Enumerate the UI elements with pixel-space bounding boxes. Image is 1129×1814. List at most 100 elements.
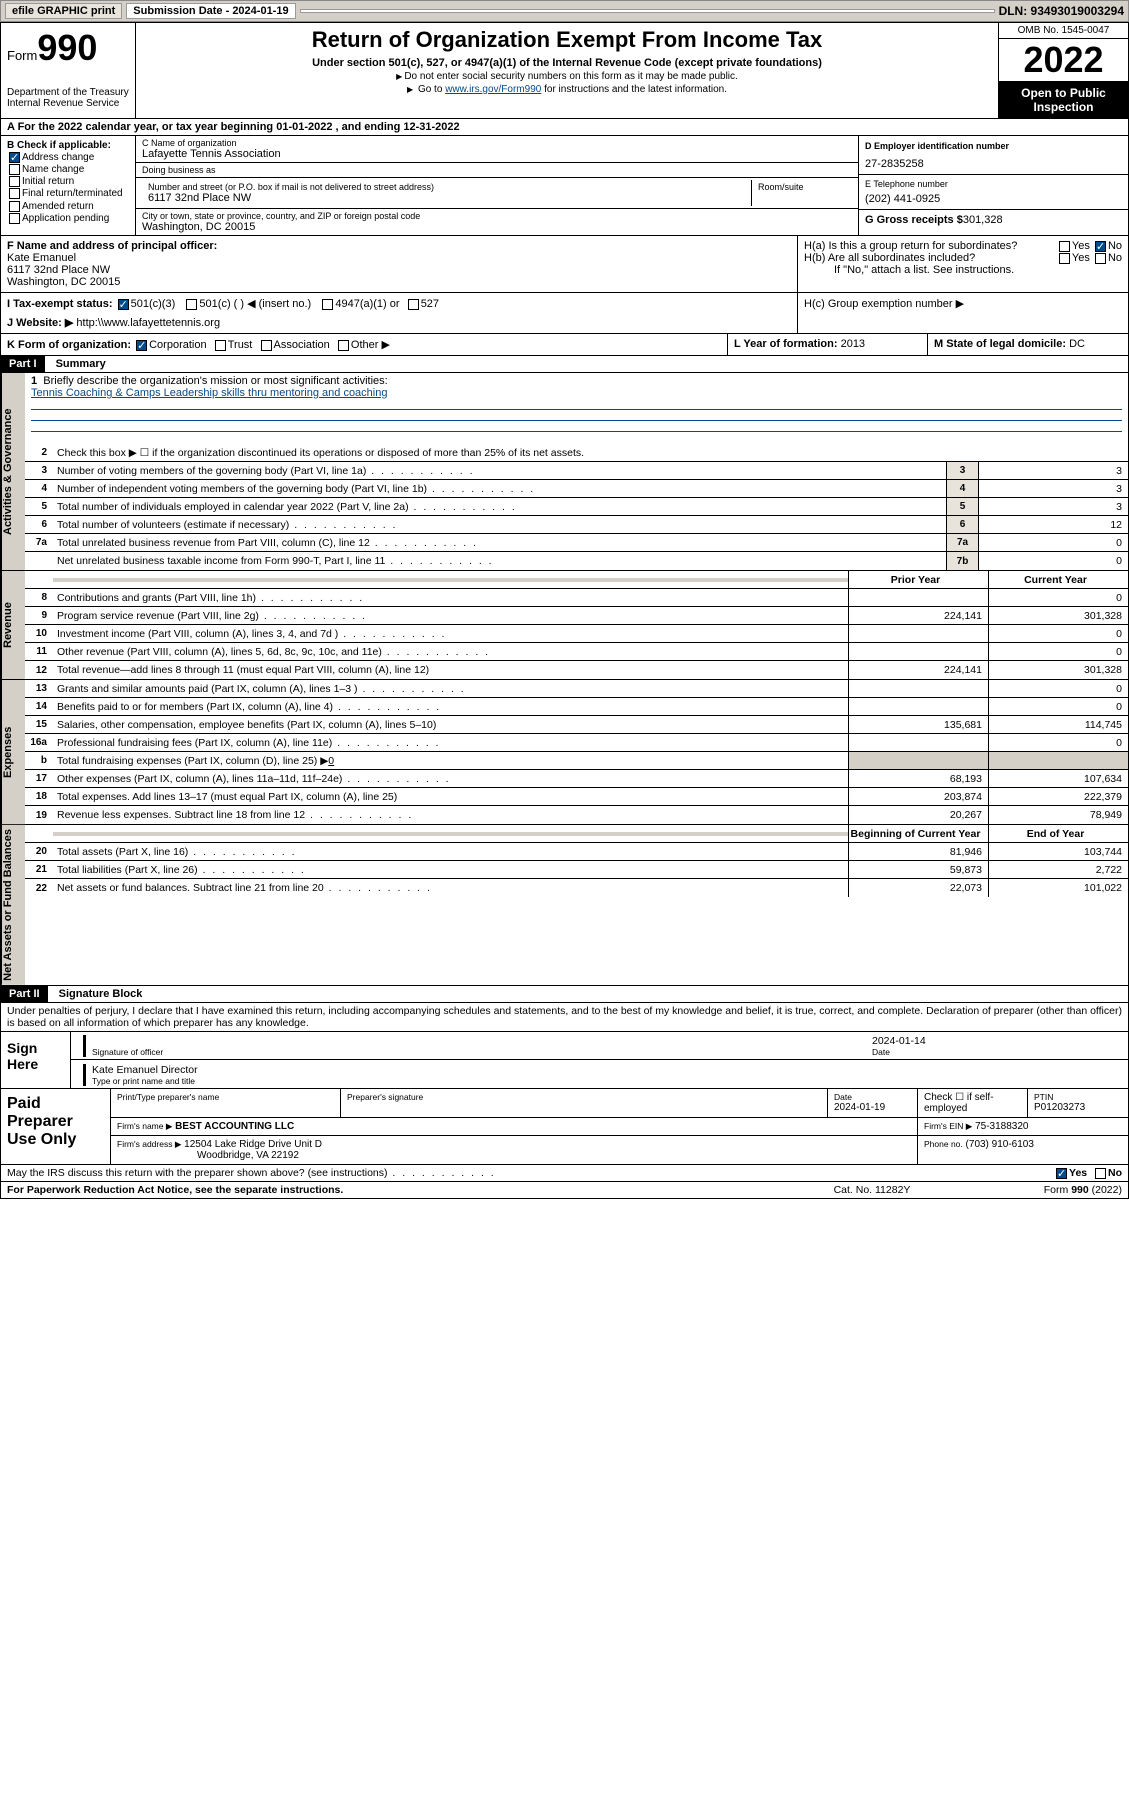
col-begin: Beginning of Current Year — [848, 825, 988, 842]
discuss-line: May the IRS discuss this return with the… — [1, 1165, 1128, 1182]
open-to-public: Open to Public Inspection — [999, 82, 1128, 118]
city-value: Washington, DC 20015 — [142, 221, 852, 233]
ptin-label: PTIN — [1034, 1092, 1122, 1102]
sig-date: 2024-01-14 — [872, 1035, 1122, 1047]
dept-treasury: Department of the Treasury — [7, 87, 129, 98]
form-ref: Form 990 (2022) — [972, 1184, 1122, 1196]
form-number: Form990 — [7, 27, 129, 69]
dba-label: Doing business as — [142, 165, 852, 175]
c15: 114,745 — [988, 716, 1128, 733]
chk-final-return[interactable]: Final return/terminated — [7, 188, 129, 199]
c16a: 0 — [988, 734, 1128, 751]
ein-label: D Employer identification number — [865, 141, 1009, 151]
val-3: 3 — [978, 462, 1128, 479]
paid-preparer-label: Paid Preparer Use Only — [1, 1089, 111, 1164]
ha-line: H(a) Is this a group return for subordin… — [804, 240, 1122, 252]
addr-label: Number and street (or P.O. box if mail i… — [148, 182, 745, 192]
org-name: Lafayette Tennis Association — [142, 148, 852, 160]
line-20: Total assets (Part X, line 16) — [53, 844, 848, 860]
chk-initial-return[interactable]: Initial return — [7, 176, 129, 187]
sig-officer-label: Signature of officer — [92, 1047, 872, 1057]
line-14: Benefits paid to or for members (Part IX… — [53, 699, 848, 715]
ssn-note: Do not enter social security numbers on … — [142, 71, 992, 82]
hc-line: H(c) Group exemption number ▶ — [804, 297, 1122, 310]
submission-date-box: Submission Date - 2024-01-19 — [126, 3, 295, 19]
line-21: Total liabilities (Part X, line 26) — [53, 862, 848, 878]
line-9: Program service revenue (Part VIII, line… — [53, 608, 848, 624]
val-7a: 0 — [978, 534, 1128, 551]
c18: 222,379 — [988, 788, 1128, 805]
chk-address-change[interactable]: Address change — [7, 152, 129, 163]
p18: 203,874 — [848, 788, 988, 805]
chk-amended[interactable]: Amended return — [7, 201, 129, 212]
firm-addr2: Woodbridge, VA 22192 — [117, 1150, 299, 1161]
b20: 81,946 — [848, 843, 988, 860]
m-line: M State of legal domicile: DC — [928, 334, 1128, 355]
efile-print-button[interactable]: efile GRAPHIC print — [5, 3, 122, 19]
b22: 22,073 — [848, 879, 988, 897]
c8: 0 — [988, 589, 1128, 606]
line-12: Total revenue—add lines 8 through 11 (mu… — [53, 662, 848, 678]
tel-value: (202) 441-0925 — [865, 193, 1122, 205]
val-7b: 0 — [978, 552, 1128, 570]
form-header: Form990 Department of the Treasury Inter… — [1, 23, 1128, 119]
ptin-value: P01203273 — [1034, 1102, 1122, 1113]
c14: 0 — [988, 698, 1128, 715]
p17: 68,193 — [848, 770, 988, 787]
line-7b: Net unrelated business taxable income fr… — [53, 553, 946, 569]
line-17: Other expenses (Part IX, column (A), lin… — [53, 771, 848, 787]
k-line: K Form of organization: Corporation Trus… — [1, 334, 728, 355]
part2-bar: Part II — [1, 986, 48, 1002]
line-11: Other revenue (Part VIII, column (A), li… — [53, 644, 848, 660]
p19: 20,267 — [848, 806, 988, 824]
tab-expenses: Expenses — [1, 680, 25, 824]
addr-value: 6117 32nd Place NW — [148, 192, 745, 204]
mission-text[interactable]: Tennis Coaching & Camps Leadership skill… — [31, 387, 387, 399]
c17: 107,634 — [988, 770, 1128, 787]
block-b: B Check if applicable: Address change Na… — [1, 136, 136, 235]
b21: 59,873 — [848, 861, 988, 878]
chk-app-pending[interactable]: Application pending — [7, 213, 129, 224]
chk-name-change[interactable]: Name change — [7, 164, 129, 175]
hb-note: If "No," attach a list. See instructions… — [804, 264, 1122, 276]
line-16b: Total fundraising expenses (Part IX, col… — [53, 753, 848, 769]
line-18: Total expenses. Add lines 13–17 (must eq… — [53, 789, 848, 805]
firm-ein: 75-3188320 — [975, 1121, 1028, 1132]
part2-title: Signature Block — [51, 988, 143, 1000]
officer-name: Kate Emanuel — [7, 252, 76, 264]
irs-label: Internal Revenue Service — [7, 98, 129, 109]
tel-label: E Telephone number — [865, 179, 1122, 189]
l-line: L Year of formation: 2013 — [728, 334, 928, 355]
website-note: Go to www.irs.gov/Form990 for instructio… — [142, 84, 992, 95]
firm-name: BEST ACCOUNTING LLC — [175, 1121, 294, 1132]
c19: 78,949 — [988, 806, 1128, 824]
prep-date: 2024-01-19 — [834, 1102, 911, 1113]
line-7a: Total unrelated business revenue from Pa… — [53, 535, 946, 551]
firm-addr1: 12504 Lake Ridge Drive Unit D — [184, 1139, 322, 1150]
website-url[interactable]: http:\\www.lafayettetennis.org — [76, 317, 220, 329]
line-22: Net assets or fund balances. Subtract li… — [53, 880, 848, 896]
officer-addr2: Washington, DC 20015 — [7, 276, 120, 288]
sig-date-label: Date — [872, 1047, 1122, 1057]
form-subtitle: Under section 501(c), 527, or 4947(a)(1)… — [142, 57, 992, 69]
perjury-declaration: Under penalties of perjury, I declare th… — [1, 1003, 1128, 1032]
col-current: Current Year — [988, 571, 1128, 588]
val-6: 12 — [978, 516, 1128, 533]
block-bcd: B Check if applicable: Address change Na… — [1, 136, 1128, 236]
officer-printed-name: Kate Emanuel Director — [92, 1064, 1122, 1076]
sign-here-label: Sign Here — [1, 1032, 71, 1088]
self-emp-check[interactable]: Check ☐ if self-employed — [918, 1089, 1028, 1117]
block-ij: I Tax-exempt status: 501(c)(3) 501(c) ( … — [1, 293, 1128, 334]
part2-header: Part II Signature Block — [1, 986, 1128, 1003]
toolbar-spacer — [300, 9, 995, 13]
tab-revenue: Revenue — [1, 571, 25, 679]
tab-netassets: Net Assets or Fund Balances — [1, 825, 25, 985]
signature-block: Under penalties of perjury, I declare th… — [1, 1003, 1128, 1182]
prep-date-label: Date — [834, 1092, 911, 1102]
irs-link[interactable]: www.irs.gov/Form990 — [445, 84, 541, 95]
dln-label: DLN: 93493019003294 — [999, 4, 1124, 18]
cat-no: Cat. No. 11282Y — [772, 1184, 972, 1196]
part1-title: Summary — [48, 358, 106, 370]
section-netassets: Net Assets or Fund Balances Beginning of… — [1, 825, 1128, 986]
line-6: Total number of volunteers (estimate if … — [53, 517, 946, 533]
